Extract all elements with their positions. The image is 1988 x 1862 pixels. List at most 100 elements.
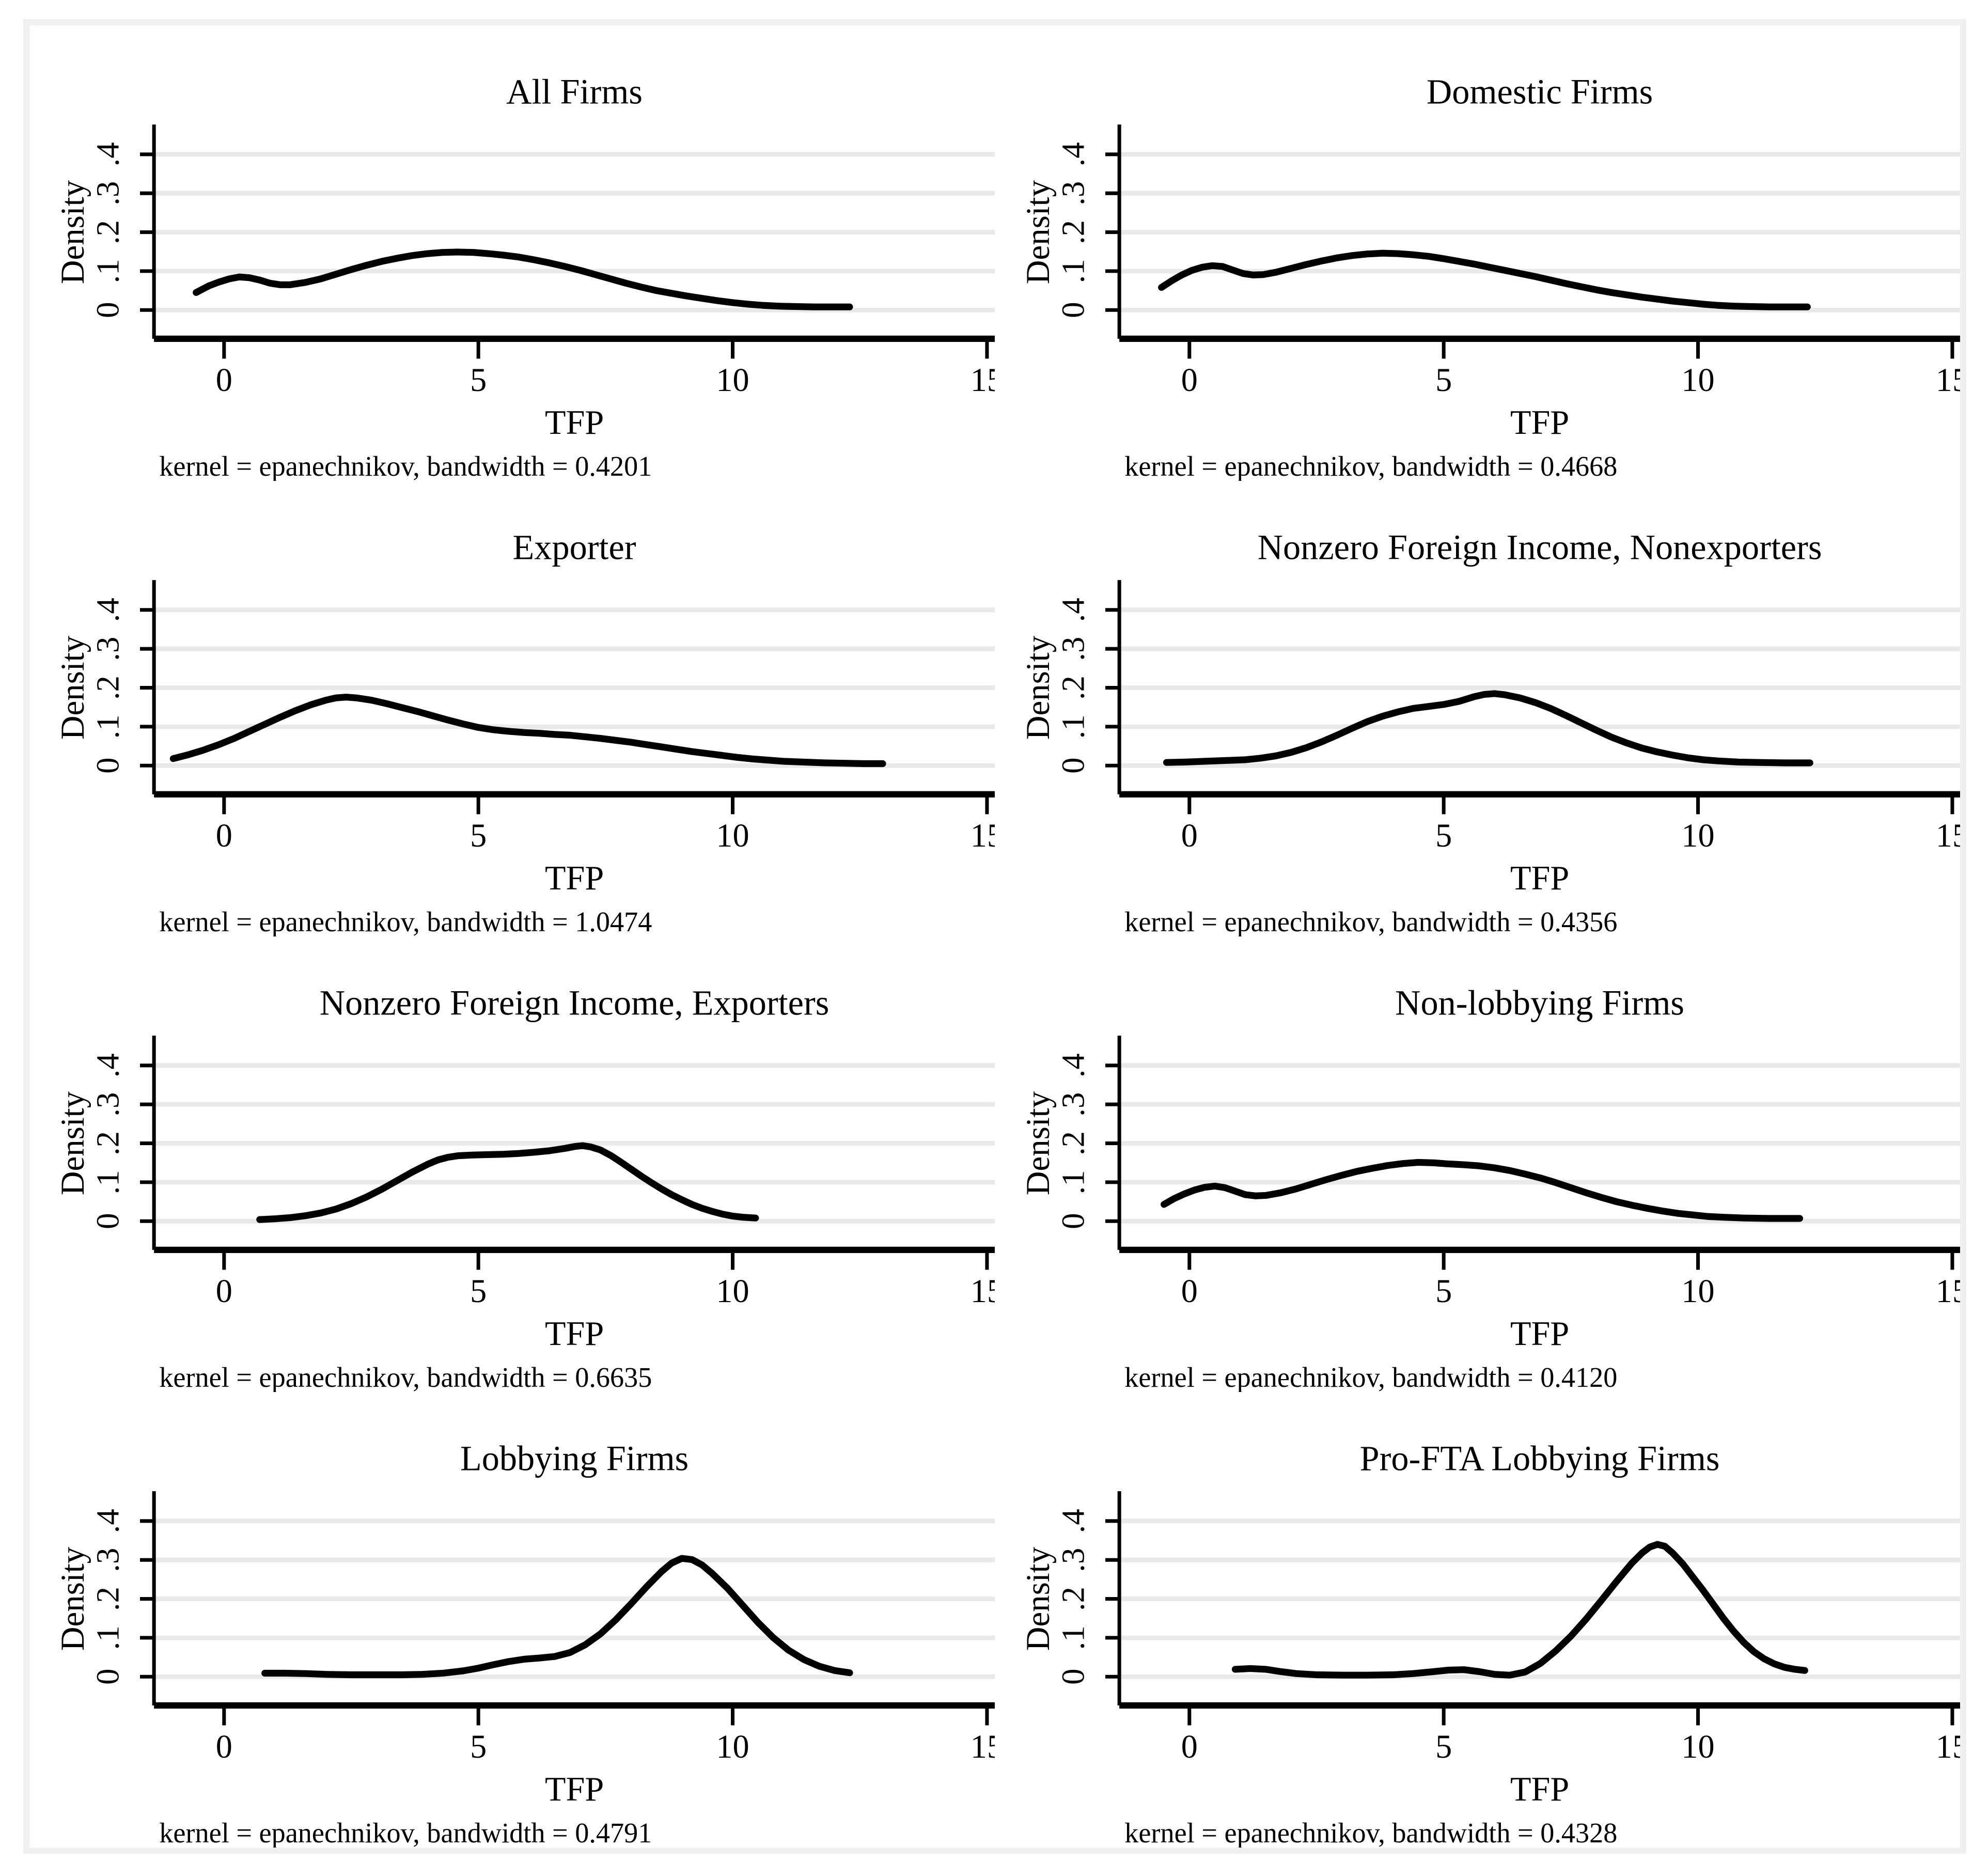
plot-title: Lobbying Firms	[460, 1439, 688, 1478]
density-plot: 0 .1 .2 .3 .4 Density 0 5 10 15 Exporter TFP kernel …	[54, 528, 995, 936]
y-tick-label: .3	[90, 1092, 126, 1117]
density-curve	[261, 1555, 853, 1679]
plot-title: Domestic Firms	[1427, 72, 1653, 112]
x-tick-label: 5	[470, 1273, 487, 1309]
x-tick-label: 5	[1435, 817, 1452, 854]
density-curve	[193, 248, 853, 310]
x-tick-label: 0	[1181, 1728, 1198, 1765]
x-axis-title: TFP	[545, 1315, 604, 1353]
x-tick-label: 5	[1435, 362, 1452, 398]
x-tick-label: 15	[970, 362, 995, 398]
x-tick-label: 0	[1181, 1273, 1198, 1309]
x-tick-label: 0	[216, 1273, 232, 1309]
kernel-note: kernel = epanechnikov, bandwidth = 0.432…	[1124, 1817, 1617, 1848]
y-tick-label: .1	[90, 1170, 126, 1194]
y-tick-label: .1	[1055, 714, 1091, 739]
x-tick-label: 0	[1181, 362, 1198, 398]
x-axis-title: TFP	[1510, 859, 1569, 897]
kernel-note: kernel = epanechnikov, bandwidth = 0.420…	[159, 450, 652, 481]
y-tick-label: .1	[90, 1625, 126, 1650]
y-tick-label: 0	[90, 1669, 126, 1685]
x-tick-label: 10	[1681, 362, 1714, 398]
y-tick-label: 0	[1055, 302, 1091, 318]
plot-title: Non-lobbying Firms	[1395, 983, 1684, 1023]
y-tick-label: .4	[1055, 1509, 1091, 1533]
y-tick-label: .2	[1055, 220, 1091, 244]
plot-title: Nonzero Foreign Income, Exporters	[320, 983, 829, 1023]
y-tick-label: .2	[1055, 1131, 1091, 1155]
x-tick-label: 5	[470, 1728, 487, 1765]
y-tick-label: .4	[1055, 1053, 1091, 1077]
x-tick-label: 0	[216, 1728, 232, 1765]
x-tick-label: 15	[970, 817, 995, 854]
plot-title: Nonzero Foreign Income, Nonexporters	[1258, 528, 1822, 567]
y-tick-label: 0	[1055, 758, 1091, 774]
y-tick-label: .2	[90, 220, 126, 244]
y-axis-title: Density	[1020, 180, 1056, 284]
x-tick-label: 15	[970, 1728, 995, 1765]
x-tick-label: 0	[216, 362, 232, 398]
y-tick-label: 0	[90, 1213, 126, 1229]
x-tick-label: 10	[716, 362, 749, 398]
density-plot: 0 .1 .2 .3 .4 Density 0 5 10 15 Non-lobbying Firms…	[1020, 983, 1960, 1392]
kernel-note: kernel = epanechnikov, bandwidth = 0.435…	[1124, 906, 1617, 936]
subplot-lobbying-firms: 0 .1 .2 .3 .4 Density 0 5 10 15 Lobbying Firms TFP k…	[29, 1392, 995, 1848]
plot-title: Pro-FTA Lobbying Firms	[1360, 1439, 1720, 1478]
y-tick-label: .1	[90, 714, 126, 739]
density-plot: 0 .1 .2 .3 .4 Density 0 5 10 15 All Firms TFP kernel…	[54, 72, 995, 481]
density-plot: 0 .1 .2 .3 .4 Density 0 5 10 15 Nonzero Foreign In…	[1020, 528, 1960, 936]
subplot-nonzero-foreign-income-nonexporters: 0 .1 .2 .3 .4 Density 0 5 10 15 Nonzero Foreign In…	[995, 481, 1960, 936]
density-curve	[1231, 1541, 1808, 1679]
x-tick-label: 15	[1936, 362, 1960, 398]
subplot-pro-fta-lobbying-firms: 0 .1 .2 .3 .4 Density 0 5 10 15 Pro-FTA Lobbying F…	[995, 1392, 1960, 1848]
y-tick-label: .2	[1055, 676, 1091, 700]
x-tick-label: 15	[1936, 1273, 1960, 1309]
x-axis-title: TFP	[545, 404, 604, 442]
x-tick-label: 15	[970, 1273, 995, 1309]
kernel-note: kernel = epanechnikov, bandwidth = 0.466…	[1124, 450, 1617, 481]
y-axis-title: Density	[1020, 636, 1056, 740]
y-axis-title: Density	[54, 180, 91, 284]
x-tick-label: 0	[1181, 817, 1198, 854]
x-tick-label: 0	[216, 817, 232, 854]
x-tick-label: 10	[1681, 817, 1714, 854]
x-tick-label: 10	[716, 817, 749, 854]
density-curve	[1161, 1159, 1804, 1222]
kernel-note: kernel = epanechnikov, bandwidth = 1.047…	[159, 906, 652, 936]
y-tick-label: .3	[90, 1548, 126, 1572]
kernel-note: kernel = epanechnikov, bandwidth = 0.412…	[1124, 1362, 1617, 1392]
x-tick-label: 15	[1936, 1728, 1960, 1765]
y-tick-label: .3	[1055, 181, 1091, 206]
x-tick-label: 10	[716, 1728, 749, 1765]
x-axis-title: TFP	[545, 1771, 604, 1808]
y-tick-label: .3	[1055, 1092, 1091, 1117]
subplot-grid: 0 .1 .2 .3 .4 Density 0 5 10 15 All Firms TFP kernel…	[29, 25, 1960, 1848]
y-tick-label: .3	[1055, 637, 1091, 661]
y-tick-label: .4	[90, 142, 126, 166]
density-curve	[1158, 249, 1811, 310]
x-tick-label: 5	[1435, 1728, 1452, 1765]
y-axis-title: Density	[54, 1091, 91, 1195]
y-tick-label: .4	[90, 598, 126, 622]
y-tick-label: 0	[90, 758, 126, 774]
y-tick-label: 0	[90, 302, 126, 318]
y-tick-label: .4	[1055, 142, 1091, 166]
y-tick-label: 0	[1055, 1669, 1091, 1685]
subplot-all-firms: 0 .1 .2 .3 .4 Density 0 5 10 15 All Firms TFP kernel…	[29, 25, 995, 481]
x-tick-label: 10	[1681, 1728, 1714, 1765]
kernel-note: kernel = epanechnikov, bandwidth = 0.663…	[159, 1362, 652, 1392]
density-plot: 0 .1 .2 .3 .4 Density 0 5 10 15 Pro-FTA Lobbying F…	[1020, 1439, 1960, 1848]
x-tick-label: 15	[1936, 817, 1960, 854]
kernel-note: kernel = epanechnikov, bandwidth = 0.479…	[159, 1817, 652, 1848]
y-axis-title: Density	[1020, 1547, 1056, 1651]
density-curve	[169, 694, 886, 768]
x-tick-label: 5	[470, 362, 487, 398]
y-tick-label: .1	[1055, 259, 1091, 283]
x-tick-label: 10	[1681, 1273, 1714, 1309]
y-tick-label: .3	[90, 637, 126, 661]
y-tick-label: .4	[1055, 598, 1091, 622]
x-tick-label: 5	[1435, 1273, 1452, 1309]
y-tick-label: .3	[90, 181, 126, 206]
y-axis-title: Density	[1020, 1091, 1056, 1195]
y-tick-label: .3	[1055, 1548, 1091, 1572]
